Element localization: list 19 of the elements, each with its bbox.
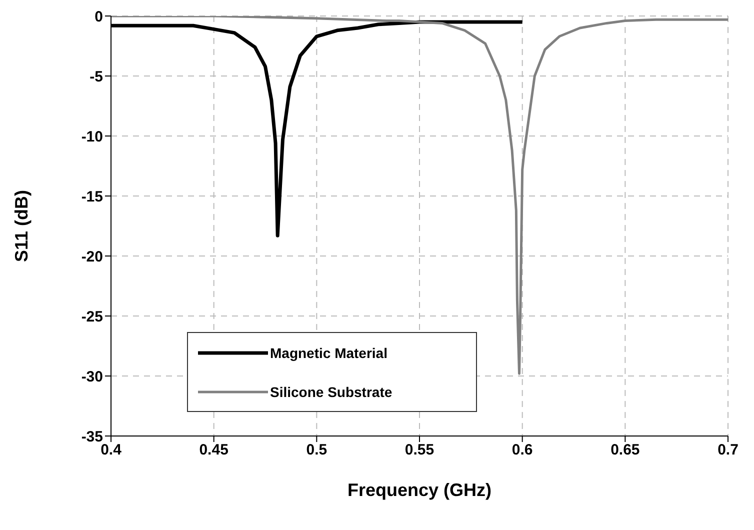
x-tick-label: 0.4 — [100, 442, 122, 459]
y-tick-label: -10 — [81, 128, 103, 146]
y-tick-label: -20 — [81, 248, 103, 266]
y-tick-label: 0 — [94, 8, 103, 26]
y-axis-title: S11 (dB) — [11, 190, 32, 262]
legend-label: Silicone Substrate — [270, 384, 392, 400]
x-tick-label: 0.6 — [512, 442, 533, 459]
x-tick-label: 0.5 — [306, 442, 328, 459]
y-tick-label: -30 — [81, 368, 103, 386]
x-tick-label: 0.7 — [718, 442, 738, 459]
x-tick-label: 0.55 — [404, 442, 434, 459]
x-tick-label: 0.45 — [199, 442, 228, 459]
y-tick-label: -35 — [81, 428, 103, 446]
x-axis-title: Frequency (GHz) — [347, 480, 492, 500]
y-tick-label: -25 — [81, 308, 103, 326]
legend-label: Magnetic Material — [270, 344, 388, 360]
y-tick-label: -5 — [90, 68, 103, 86]
y-tick-label: -15 — [81, 188, 103, 206]
x-tick-label: 0.65 — [610, 442, 640, 459]
